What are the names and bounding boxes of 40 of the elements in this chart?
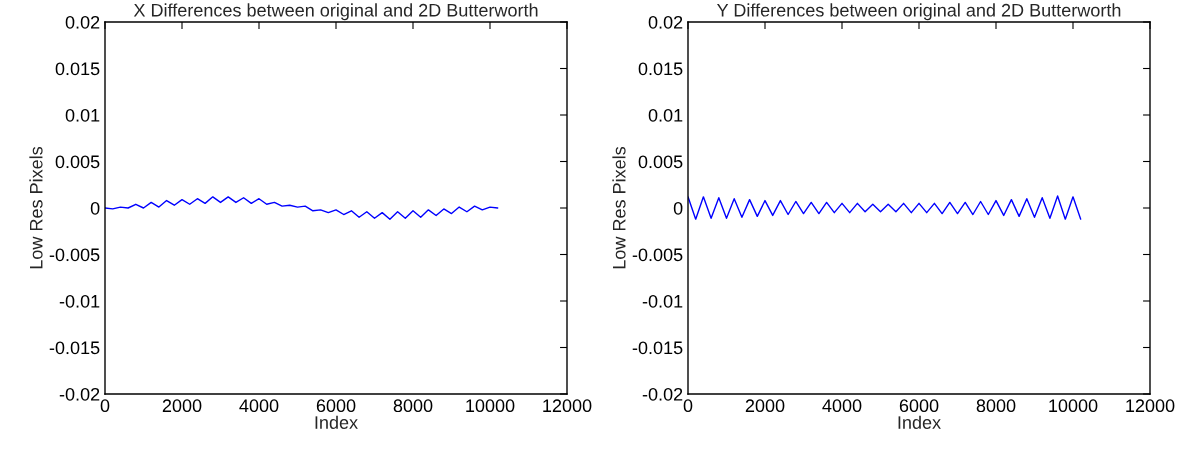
x-tick-label: 10000 <box>1049 399 1098 413</box>
y-axis-title: Low Res Pixels <box>612 146 626 269</box>
y-tick-label: -0.01 <box>642 294 683 308</box>
x-tick-label: 12000 <box>1126 399 1175 413</box>
x-tick-label: 6000 <box>899 399 939 413</box>
x-tick-label: 2000 <box>745 399 785 413</box>
x-tick-label: 8000 <box>393 399 433 413</box>
y-tick-label: 0.02 <box>648 15 683 29</box>
x-tick-label: 10000 <box>466 399 515 413</box>
y-tick-label: 0.015 <box>55 62 100 76</box>
x-axis-title: Index <box>898 415 941 429</box>
y-tick-label: 0.005 <box>55 155 100 169</box>
y-tick-label: 0.015 <box>638 62 683 76</box>
y-tick-label: 0 <box>90 201 100 215</box>
y-tick-label: 0.01 <box>648 108 683 122</box>
x-tick-label: 4000 <box>822 399 862 413</box>
y-tick-label: -0.005 <box>632 248 683 262</box>
y-tick-label: 0.02 <box>65 15 100 29</box>
y-tick-label: -0.02 <box>59 387 100 401</box>
x-tick-label: 12000 <box>543 399 592 413</box>
y-tick-label: -0.005 <box>49 248 100 262</box>
x-tick-label: 4000 <box>239 399 279 413</box>
y-tick-label: 0.005 <box>638 155 683 169</box>
y-tick-label: -0.01 <box>59 294 100 308</box>
y-tick-label: 0.01 <box>65 108 100 122</box>
line-series <box>105 196 499 220</box>
x-tick-label: 0 <box>100 399 110 413</box>
chart-title: Y Differences between original and 2D Butterworth <box>716 3 1121 21</box>
y-tick-label: 0 <box>673 201 683 215</box>
x-tick-label: 2000 <box>162 399 202 413</box>
x-tick-label: 0 <box>683 399 693 413</box>
x-tick-label: 8000 <box>976 399 1016 413</box>
y-axis-title: Low Res Pixels <box>29 146 43 269</box>
y-tick-label: -0.015 <box>49 341 100 355</box>
y-tick-label: -0.02 <box>642 387 683 401</box>
x-axis-title: Index <box>315 415 358 429</box>
x-tick-label: 6000 <box>316 399 356 413</box>
chart-title: X Differences between original and 2D Butterworth <box>133 3 538 21</box>
line-series <box>688 195 1082 220</box>
y-tick-label: -0.015 <box>632 341 683 355</box>
